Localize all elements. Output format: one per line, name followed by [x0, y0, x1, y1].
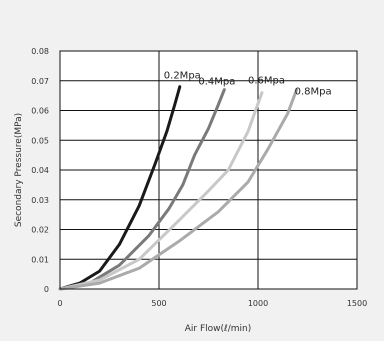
- series-line-0-8mpa: [58, 88, 299, 291]
- x-tick-label: 0: [57, 299, 62, 308]
- y-tick-label: 0.04: [31, 166, 49, 175]
- series-label: 0.6Mpa: [248, 76, 285, 87]
- y-tick-labels: 0 0.01 0.02 0.03 0.04 0.05 0.06 0.07 0.08: [31, 47, 49, 294]
- series-label: 0.4Mpa: [198, 77, 235, 88]
- series-line-0-4mpa: [58, 88, 226, 291]
- x-tick-label: 1000: [248, 299, 268, 308]
- y-tick-label: 0.05: [31, 136, 49, 145]
- x-axis-title: Air Flow(ℓ/min): [185, 324, 252, 334]
- plot-frame: [59, 50, 358, 290]
- x-tick-label: 500: [151, 299, 166, 308]
- series-line-0-2mpa: [58, 85, 182, 291]
- x-tick-labels: 0 500 1000 1500: [57, 299, 367, 308]
- y-tick-label: 0.07: [31, 77, 49, 86]
- y-tick-label: 0.01: [31, 255, 49, 264]
- series-line-0-6mpa: [58, 91, 264, 291]
- y-tick-label: 0.02: [31, 226, 49, 235]
- x-tick-label: 1500: [347, 299, 367, 308]
- y-tick-label: 0.06: [31, 107, 49, 116]
- series-group: [58, 85, 299, 291]
- series-label: 0.2Mpa: [164, 71, 201, 82]
- y-axis-title: Secondary Pressure(MPa): [14, 113, 24, 227]
- y-tick-label: 0: [44, 285, 49, 294]
- y-tick-label: 0.03: [31, 196, 49, 205]
- y-tick-label: 0.08: [31, 47, 49, 56]
- series-label: 0.8Mpa: [295, 87, 332, 98]
